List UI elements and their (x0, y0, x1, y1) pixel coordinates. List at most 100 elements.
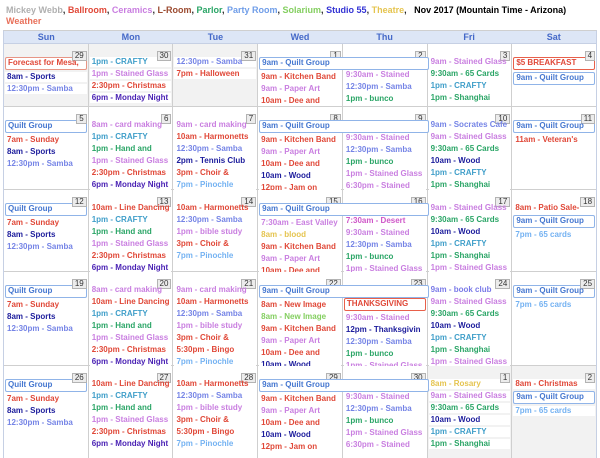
event[interactable]: 10am - Dee and (259, 348, 341, 358)
event[interactable]: 1pm - bunco (343, 252, 426, 262)
event[interactable]: 1pm - Shanghai (428, 439, 511, 449)
event[interactable]: 7pm - 65 cards (513, 300, 596, 310)
event[interactable]: 12pm - Jam on (259, 442, 341, 452)
event[interactable]: 9am - Paper Art (259, 406, 341, 416)
event[interactable]: 10am - Wood (428, 156, 511, 166)
day-number[interactable]: 24 (495, 279, 511, 289)
event[interactable]: 9am - Paper Art (259, 147, 341, 157)
event[interactable]: 9am - Quilt Group (513, 120, 596, 133)
event[interactable]: 1pm - CRAFTY (89, 57, 172, 67)
event[interactable]: 1pm - CRAFTY (428, 427, 511, 437)
calendar-cell[interactable]: 1 9am - Quilt Group 9am - Kitchen Band 9am … (258, 44, 429, 106)
day-number[interactable]: 2 (584, 373, 596, 383)
calendar-cell[interactable]: 19 Quilt Group 7am - Sunday 8am - Sports 12:… (4, 272, 89, 365)
event[interactable]: $5 BREAKFAST (513, 57, 596, 70)
event[interactable]: 9am - Quilt Group (513, 72, 596, 85)
calendar-name[interactable]: Ceramics (111, 5, 153, 15)
event[interactable]: 6pm - Monday Night (89, 93, 172, 103)
day-number[interactable]: 26 (71, 373, 87, 383)
event[interactable]: 10am - Dee and (259, 96, 341, 106)
event[interactable]: 7am - Sunday (5, 218, 87, 228)
event[interactable]: 7pm - Pinochle (174, 251, 257, 261)
event[interactable]: 1pm - Stained Glass (343, 169, 426, 179)
event[interactable]: 9am - Paper Art (259, 84, 341, 94)
event[interactable]: 12pm - Jam on (259, 183, 341, 193)
event[interactable]: 1pm - bible study (174, 227, 257, 237)
day-number[interactable]: 4 (584, 51, 596, 61)
event[interactable]: 1pm - Stained Glass (343, 428, 426, 438)
event[interactable]: 6:30pm - Stained (343, 440, 426, 450)
event[interactable]: 9:30am - Stained (343, 313, 426, 323)
calendar-name[interactable]: Parlor (196, 5, 222, 15)
calendar-cell[interactable]: 22 9am - Quilt Group 8am - New Image 8am - … (258, 272, 429, 370)
day-number[interactable]: 31 (241, 51, 257, 61)
event[interactable]: 12:30pm - Samba (5, 84, 87, 94)
event[interactable]: 9am - Kitchen Band (259, 394, 341, 404)
event[interactable]: 1pm - CRAFTY (89, 309, 172, 319)
event[interactable]: THANKSGIVING (343, 298, 426, 311)
event[interactable]: 9am - Paper Art (259, 336, 341, 346)
day-number[interactable]: 20 (156, 279, 172, 289)
event[interactable]: 1pm - bible study (174, 403, 257, 413)
event[interactable]: 6pm - Monday Night (89, 439, 172, 449)
event[interactable]: 7am - Sunday (5, 394, 87, 404)
event[interactable]: 7am - Sunday (5, 300, 87, 310)
event[interactable]: 1pm - bible study (174, 321, 257, 331)
event[interactable]: 3pm - Choir & (174, 168, 257, 178)
event[interactable]: 1pm - CRAFTY (89, 132, 172, 142)
event[interactable]: 10am - Harmonetts (174, 297, 257, 307)
event[interactable]: 8am - Sports (5, 147, 87, 157)
event[interactable]: 9am - card making (174, 120, 257, 130)
event[interactable]: 1pm - Stained Glass (89, 415, 172, 425)
event[interactable]: 9am - Paper Art (259, 254, 341, 264)
day-number[interactable]: 14 (241, 197, 257, 207)
event[interactable]: 12:30pm - Samba (5, 418, 87, 428)
day-number[interactable]: 5 (76, 114, 87, 124)
event[interactable]: 12:30pm - Samba (5, 324, 87, 334)
event[interactable]: 3pm - Choir & (174, 333, 257, 343)
day-number[interactable]: 29 (71, 51, 87, 61)
event[interactable]: 1pm - Stained Glass (89, 239, 172, 249)
event[interactable]: 1pm - Stained Glass (89, 156, 172, 166)
event[interactable]: 1pm - Shanghai (428, 180, 511, 190)
calendar-cell[interactable]: 5 Quilt Group 7am - Sunday 8am - Sports 12:3… (4, 107, 89, 189)
event[interactable]: 10am - Wood (428, 415, 511, 425)
event[interactable]: 10am - Harmonetts (174, 379, 257, 389)
calendar-cell[interactable]: 8 9am - Quilt Group 9am - Kitchen Band 9am … (258, 107, 429, 193)
event[interactable]: 8am - Rosary (428, 379, 511, 389)
event[interactable]: 12:30pm - Samba (343, 82, 426, 92)
event[interactable]: 2:30pm - Christmas (89, 345, 172, 355)
event[interactable]: 7am - Sunday (5, 135, 87, 145)
calendar-cell[interactable]: 30 1pm - CRAFTY 1pm - Stained Glass 2:30pm … (88, 44, 174, 106)
day-number[interactable]: 19 (71, 279, 87, 289)
event[interactable]: 7:30am - Desert (343, 216, 426, 226)
event[interactable]: 1pm - Stained Glass (428, 357, 511, 367)
event[interactable]: 1pm - bunco (343, 416, 426, 426)
event[interactable]: 1pm - CRAFTY (428, 81, 511, 91)
event[interactable]: 12pm - Thanksgivin (343, 325, 426, 335)
calendar-cell[interactable]: 28 10am - Harmonetts 12:30pm - Samba 1pm - … (173, 366, 259, 458)
event[interactable]: 1pm - CRAFTY (89, 215, 172, 225)
calendar-cell[interactable]: 10 9am - Socrates Cafe 9am - Stained Glass… (427, 107, 513, 190)
event[interactable]: 1pm - Hand and (89, 403, 172, 413)
event[interactable]: 12:30pm - Samba (5, 159, 87, 169)
calendar-name[interactable]: Solarium (282, 5, 322, 15)
event[interactable]: 10am - Line Dancing (89, 379, 172, 389)
event[interactable]: 1pm - Stained Glass (89, 69, 172, 79)
event[interactable]: 10am - Dee and (259, 159, 341, 169)
event[interactable]: 9:30am - 65 Cards (428, 69, 511, 79)
event[interactable]: 8am - Sports (5, 230, 87, 240)
event[interactable]: Quilt Group (5, 379, 87, 392)
event[interactable]: 9am - Stained Glass (428, 391, 511, 401)
event[interactable]: 1pm - Shanghai (428, 93, 511, 103)
calendar-cell[interactable]: 17 9am - Stained Glass 9:30am - 65 Cards 10… (427, 190, 513, 273)
event[interactable]: 9am - Socrates Cafe (428, 120, 511, 130)
calendar-name[interactable]: Studio 55 (326, 5, 367, 15)
event[interactable]: 1pm - Hand and (89, 144, 172, 154)
event[interactable]: 5:30pm - Bingo (174, 345, 257, 355)
calendar-cell[interactable]: 1 8am - Rosary 9am - Stained Glass 9:30am -… (427, 366, 513, 458)
event[interactable]: 8am - Sports (5, 406, 87, 416)
event[interactable]: 8am - Christmas (513, 379, 596, 389)
event[interactable]: 2:30pm - Christmas (89, 81, 172, 91)
calendar-name[interactable]: Mickey Webb (6, 5, 63, 15)
